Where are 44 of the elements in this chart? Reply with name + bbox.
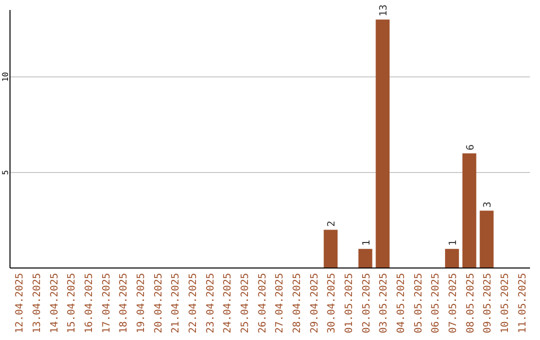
x-tick-label: 07.05.2025 <box>448 273 459 334</box>
x-tick-label: 29.04.2025 <box>309 273 320 334</box>
x-tick-label: 30.04.2025 <box>326 273 338 334</box>
x-tick-label: 08.05.2025 <box>465 273 476 334</box>
x-tick-label: 09.05.2025 <box>482 273 494 334</box>
data-label: 6 <box>465 144 476 150</box>
x-tick-label: 10.05.2025 <box>500 273 511 334</box>
bar <box>445 248 459 268</box>
bar <box>462 153 476 268</box>
x-tick-label: 16.04.2025 <box>84 273 95 334</box>
x-tick-label: 15.04.2025 <box>66 273 78 334</box>
x-tick-label: 01.05.2025 <box>344 273 355 334</box>
x-tick-label: 06.05.2025 <box>430 273 442 334</box>
x-tick-label: 28.04.2025 <box>292 273 303 334</box>
bar <box>358 248 372 268</box>
data-label: 13 <box>378 4 390 17</box>
x-tick-label: 05.05.2025 <box>413 273 424 334</box>
x-tick-label: 03.05.2025 <box>378 273 390 334</box>
x-tick-label: 26.04.2025 <box>257 273 268 334</box>
x-tick-label: 21.04.2025 <box>170 273 182 334</box>
x-tick-label: 12.04.2025 <box>14 273 26 334</box>
bar <box>480 210 494 268</box>
x-tick-label: 19.04.2025 <box>136 273 147 334</box>
x-tick-label: 24.04.2025 <box>222 273 234 334</box>
data-label: 1 <box>448 240 459 246</box>
x-tick-label: 02.05.2025 <box>361 273 372 334</box>
bar <box>376 20 390 268</box>
y-tick-label: 5 <box>1 170 10 175</box>
data-label: 3 <box>482 202 494 208</box>
data-label: 1 <box>361 240 372 246</box>
x-tick-label: 27.04.2025 <box>274 273 286 334</box>
bar <box>324 230 338 268</box>
x-tick-label: 04.05.2025 <box>396 273 407 334</box>
data-label: 2 <box>326 220 338 227</box>
x-tick-label: 22.04.2025 <box>188 273 199 334</box>
x-tick-label: 23.04.2025 <box>205 273 216 334</box>
x-tick-label: 14.04.2025 <box>49 273 60 334</box>
x-tick-label: 25.04.2025 <box>240 273 251 334</box>
x-tick-label: 13.04.2025 <box>32 273 43 334</box>
x-tick-label: 18.04.2025 <box>118 273 130 334</box>
x-tick-label: 17.04.2025 <box>101 273 112 334</box>
x-tick-label: 20.04.2025 <box>153 273 164 334</box>
y-tick-label: 10 <box>1 72 10 82</box>
x-tick-label: 11.05.2025 <box>517 273 528 334</box>
